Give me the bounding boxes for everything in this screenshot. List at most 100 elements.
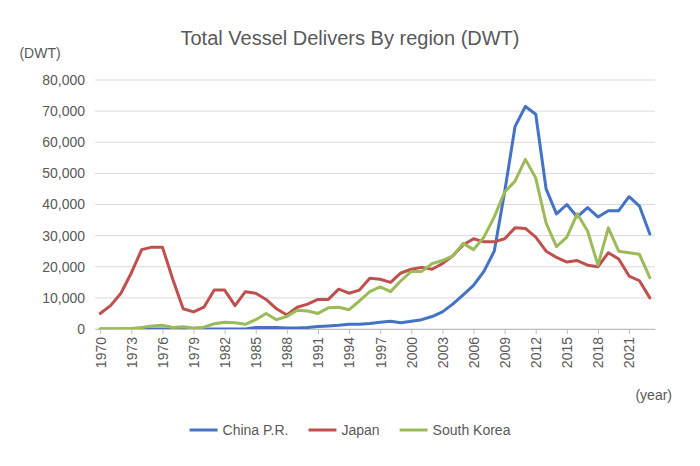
x-tick-label: 2009 — [497, 337, 513, 368]
x-tick-label: 1979 — [186, 337, 202, 368]
legend-swatch — [308, 429, 336, 432]
x-tick-label: 2018 — [590, 337, 606, 368]
x-tick-mark — [442, 329, 443, 334]
x-tick-mark — [598, 329, 599, 334]
y-tick-label: 10,000 — [42, 290, 85, 306]
x-tick-label: 2021 — [621, 337, 637, 368]
legend-swatch — [400, 429, 428, 432]
x-tick-label: 2015 — [559, 337, 575, 368]
x-axis: 1970 1973 1976 1979 1982 1985 1988 1991 1994 1997… — [93, 329, 656, 368]
lines — [100, 106, 650, 329]
x-tick-mark — [194, 329, 195, 334]
grid-line — [95, 80, 655, 81]
y-tick: 10,000 — [42, 290, 95, 306]
x-tick-mark — [629, 329, 630, 334]
x-tick: 2003 — [435, 329, 451, 368]
x-tick: 2015 — [559, 329, 575, 368]
x-tick: 2000 — [404, 329, 420, 368]
x-tick-label: 2003 — [435, 337, 451, 368]
grid-line — [95, 142, 655, 143]
series-line — [100, 159, 650, 329]
chart: 0 10,000 20,000 30,000 40,000 50,000 60,000 70,… — [0, 0, 700, 466]
x-tick-label: 2006 — [466, 337, 482, 368]
y-axis-title: (DWT) — [19, 45, 60, 61]
x-axis-title: (year) — [635, 387, 672, 403]
x-tick: 2009 — [497, 329, 513, 368]
legend-item: South Korea — [400, 422, 511, 438]
x-axis-line — [96, 329, 656, 330]
x-tick: 1994 — [341, 329, 357, 368]
x-tick: 1982 — [217, 329, 233, 368]
y-tick: 80,000 — [42, 72, 95, 88]
grid — [95, 80, 655, 329]
x-tick: 1976 — [155, 329, 171, 368]
y-tick: 60,000 — [42, 134, 95, 150]
y-tick-label: 20,000 — [42, 259, 85, 275]
x-tick: 2018 — [590, 329, 606, 368]
y-tick: 0 — [77, 321, 95, 337]
plot-area: 0 10,000 20,000 30,000 40,000 50,000 60,000 70,… — [42, 72, 655, 368]
x-tick-mark — [505, 329, 506, 334]
x-tick-mark — [474, 329, 475, 334]
x-tick-mark — [287, 329, 288, 334]
legend-label: China P.R. — [223, 422, 289, 438]
x-tick-label: 1994 — [341, 337, 357, 368]
legend-item: Japan — [308, 422, 379, 438]
x-tick-label: 1985 — [248, 337, 264, 368]
x-tick-mark — [162, 329, 163, 334]
legend-item: China P.R. — [190, 422, 289, 438]
y-tick: 50,000 — [42, 165, 95, 181]
y-tick-label: 30,000 — [42, 228, 85, 244]
x-tick-label: 1976 — [155, 337, 171, 368]
x-tick: 2006 — [466, 329, 482, 368]
x-tick: 1979 — [186, 329, 202, 368]
x-tick-mark — [567, 329, 568, 334]
y-tick-label: 40,000 — [42, 196, 85, 212]
x-tick-label: 1988 — [279, 337, 295, 368]
grid-line — [95, 266, 655, 267]
x-tick-label: 1997 — [373, 337, 389, 368]
x-tick-label: 1982 — [217, 337, 233, 368]
y-axis: 0 10,000 20,000 30,000 40,000 50,000 60,000 70,… — [42, 72, 95, 337]
grid-line — [95, 235, 655, 236]
y-tick: 30,000 — [42, 228, 95, 244]
title: Total Vessel Delivers By region (DWT) — [181, 27, 520, 49]
y-tick: 20,000 — [42, 259, 95, 275]
y-tick: 40,000 — [42, 196, 95, 212]
x-tick-label: 2012 — [528, 337, 544, 368]
grid-line — [95, 173, 655, 174]
grid-line — [95, 204, 655, 205]
y-tick: 70,000 — [42, 103, 95, 119]
x-tick-label: 2000 — [404, 337, 420, 368]
x-tick-mark — [349, 329, 350, 334]
x-tick: 1991 — [310, 329, 326, 368]
x-tick-mark — [318, 329, 319, 334]
x-tick: 1997 — [373, 329, 389, 368]
x-tick-mark — [100, 329, 101, 334]
x-tick: 1973 — [124, 329, 140, 368]
y-tick-label: 70,000 — [42, 103, 85, 119]
y-tick-label: 50,000 — [42, 165, 85, 181]
legend: China P.R. Japan South Korea — [190, 422, 511, 438]
y-tick-label: 80,000 — [42, 72, 85, 88]
x-tick-mark — [536, 329, 537, 334]
x-tick-mark — [131, 329, 132, 334]
y-tick-label: 0 — [77, 321, 85, 337]
y-tick-label: 60,000 — [42, 134, 85, 150]
x-tick-mark — [256, 329, 257, 334]
series-line — [100, 228, 650, 315]
x-tick: 2021 — [621, 329, 637, 368]
x-tick-label: 1991 — [310, 337, 326, 368]
x-tick-mark — [411, 329, 412, 334]
x-tick: 1988 — [279, 329, 295, 368]
x-tick: 1985 — [248, 329, 264, 368]
legend-label: South Korea — [433, 422, 511, 438]
grid-line — [95, 111, 655, 112]
legend-swatch — [190, 429, 218, 432]
x-tick-mark — [225, 329, 226, 334]
x-tick: 2012 — [528, 329, 544, 368]
x-tick-mark — [380, 329, 381, 334]
series-line — [100, 106, 650, 329]
legend-label: Japan — [341, 422, 379, 438]
x-tick-label: 1970 — [93, 337, 109, 368]
